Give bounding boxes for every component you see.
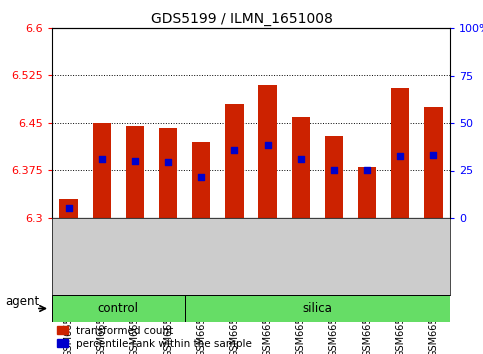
Bar [59,199,78,218]
Point [397,153,404,159]
Bar [159,128,177,218]
Point [429,152,437,158]
Bar [292,117,310,218]
Point [264,142,271,148]
Point [230,147,238,153]
Point [198,174,205,180]
Bar [424,107,442,218]
Point [363,168,371,173]
Point [65,206,72,211]
Text: control: control [98,302,139,315]
Text: agent: agent [5,295,39,308]
Bar [225,104,243,218]
Point [297,156,305,162]
Point [330,168,338,173]
Bar [325,136,343,218]
Point [164,159,172,165]
Legend: transformed count, percentile rank within the sample: transformed count, percentile rank withi… [57,326,252,349]
Point [131,158,139,164]
Bar [52,295,185,322]
Bar [358,167,376,218]
Bar [391,88,410,218]
Bar [93,123,111,218]
Text: silica: silica [302,302,332,315]
Bar [192,142,211,218]
Bar [258,85,277,218]
Bar [126,126,144,218]
Bar [185,295,450,322]
Text: GDS5199 / ILMN_1651008: GDS5199 / ILMN_1651008 [151,12,332,26]
Point [98,156,106,162]
